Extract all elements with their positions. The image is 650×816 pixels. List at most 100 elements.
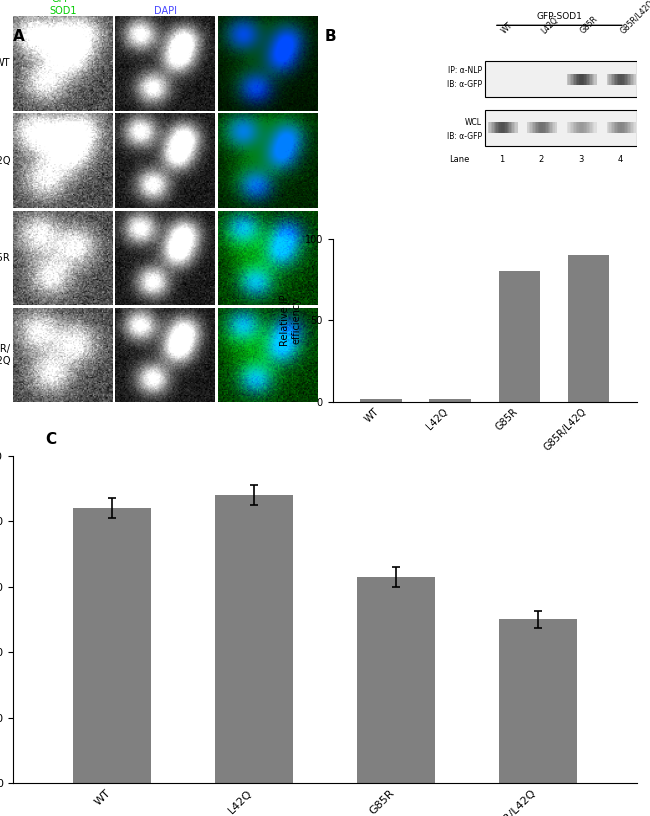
FancyBboxPatch shape	[497, 122, 499, 133]
FancyBboxPatch shape	[485, 61, 637, 97]
Text: B: B	[325, 29, 337, 43]
FancyBboxPatch shape	[578, 122, 581, 133]
FancyBboxPatch shape	[606, 122, 609, 133]
FancyBboxPatch shape	[608, 122, 610, 133]
FancyBboxPatch shape	[529, 122, 531, 133]
FancyBboxPatch shape	[623, 122, 625, 133]
FancyBboxPatch shape	[510, 122, 512, 133]
FancyBboxPatch shape	[493, 122, 496, 133]
Bar	[499, 619, 577, 783]
FancyBboxPatch shape	[538, 122, 540, 133]
FancyBboxPatch shape	[627, 122, 629, 133]
FancyBboxPatch shape	[489, 122, 492, 133]
FancyBboxPatch shape	[578, 73, 581, 85]
Bar	[357, 577, 435, 783]
Text: G85R: G85R	[579, 14, 601, 35]
FancyBboxPatch shape	[615, 73, 618, 85]
FancyBboxPatch shape	[540, 122, 543, 133]
FancyBboxPatch shape	[589, 73, 591, 85]
FancyBboxPatch shape	[512, 122, 515, 133]
FancyBboxPatch shape	[634, 122, 636, 133]
FancyBboxPatch shape	[627, 73, 629, 85]
Text: IP: α-NLP: IP: α-NLP	[448, 66, 482, 75]
FancyBboxPatch shape	[624, 122, 627, 133]
FancyBboxPatch shape	[610, 73, 612, 85]
FancyBboxPatch shape	[581, 73, 584, 85]
FancyBboxPatch shape	[488, 122, 490, 133]
FancyBboxPatch shape	[587, 73, 590, 85]
Text: 3: 3	[578, 154, 584, 163]
FancyBboxPatch shape	[543, 122, 546, 133]
FancyBboxPatch shape	[569, 122, 571, 133]
FancyBboxPatch shape	[581, 122, 584, 133]
FancyBboxPatch shape	[504, 122, 506, 133]
Text: WT: WT	[500, 20, 515, 35]
Y-axis label: L42Q: L42Q	[0, 156, 10, 166]
FancyBboxPatch shape	[586, 122, 588, 133]
Text: IB: α-GFP: IB: α-GFP	[447, 80, 482, 89]
FancyBboxPatch shape	[549, 122, 551, 133]
FancyBboxPatch shape	[592, 122, 594, 133]
Text: 2: 2	[538, 154, 544, 163]
FancyBboxPatch shape	[583, 73, 585, 85]
Text: WCL: WCL	[465, 118, 482, 126]
Title: Merge: Merge	[252, 6, 283, 16]
FancyBboxPatch shape	[492, 122, 495, 133]
FancyBboxPatch shape	[577, 73, 580, 85]
FancyBboxPatch shape	[587, 122, 590, 133]
Y-axis label: G85R: G85R	[0, 253, 10, 263]
FancyBboxPatch shape	[573, 122, 575, 133]
FancyBboxPatch shape	[547, 122, 550, 133]
Text: L42Q: L42Q	[540, 15, 560, 35]
Title: DAPI: DAPI	[153, 6, 177, 16]
FancyBboxPatch shape	[545, 122, 547, 133]
FancyBboxPatch shape	[590, 122, 593, 133]
FancyBboxPatch shape	[495, 122, 497, 133]
FancyBboxPatch shape	[612, 122, 615, 133]
FancyBboxPatch shape	[571, 122, 574, 133]
Bar	[215, 494, 293, 783]
FancyBboxPatch shape	[533, 122, 536, 133]
FancyBboxPatch shape	[539, 122, 541, 133]
FancyBboxPatch shape	[632, 122, 635, 133]
FancyBboxPatch shape	[610, 122, 612, 133]
Y-axis label: Relative IP
efficiency: Relative IP efficiency	[280, 295, 302, 346]
FancyBboxPatch shape	[506, 122, 509, 133]
FancyBboxPatch shape	[625, 122, 628, 133]
Text: 4: 4	[618, 154, 623, 163]
FancyBboxPatch shape	[631, 122, 634, 133]
FancyBboxPatch shape	[567, 73, 569, 85]
FancyBboxPatch shape	[573, 73, 575, 85]
FancyBboxPatch shape	[571, 73, 574, 85]
FancyBboxPatch shape	[505, 122, 508, 133]
FancyBboxPatch shape	[485, 109, 637, 145]
FancyBboxPatch shape	[542, 122, 544, 133]
FancyBboxPatch shape	[574, 73, 577, 85]
Bar	[499, 272, 540, 402]
FancyBboxPatch shape	[577, 122, 580, 133]
FancyBboxPatch shape	[553, 122, 556, 133]
FancyBboxPatch shape	[593, 73, 595, 85]
FancyBboxPatch shape	[583, 122, 585, 133]
FancyBboxPatch shape	[567, 122, 569, 133]
FancyBboxPatch shape	[623, 73, 625, 85]
FancyBboxPatch shape	[594, 73, 597, 85]
FancyBboxPatch shape	[621, 73, 623, 85]
Text: Lane: Lane	[449, 154, 469, 163]
FancyBboxPatch shape	[618, 122, 621, 133]
FancyBboxPatch shape	[617, 122, 619, 133]
FancyBboxPatch shape	[580, 122, 582, 133]
FancyBboxPatch shape	[584, 73, 587, 85]
FancyBboxPatch shape	[552, 122, 554, 133]
FancyBboxPatch shape	[555, 122, 557, 133]
FancyBboxPatch shape	[593, 122, 595, 133]
FancyBboxPatch shape	[618, 73, 621, 85]
FancyBboxPatch shape	[634, 73, 636, 85]
FancyBboxPatch shape	[624, 73, 627, 85]
FancyBboxPatch shape	[515, 122, 517, 133]
FancyBboxPatch shape	[611, 122, 614, 133]
Bar	[568, 255, 609, 402]
FancyBboxPatch shape	[589, 122, 591, 133]
FancyBboxPatch shape	[611, 73, 614, 85]
FancyBboxPatch shape	[628, 73, 630, 85]
